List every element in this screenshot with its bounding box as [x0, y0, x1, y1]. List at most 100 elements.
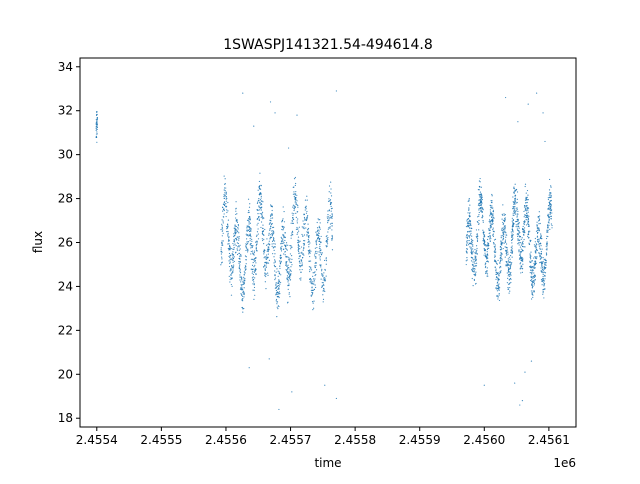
data-point: [275, 282, 277, 284]
x-axis-offset-label: 1e6: [553, 456, 576, 470]
data-point: [536, 225, 538, 227]
data-point: [489, 224, 492, 227]
data-point: [493, 256, 496, 258]
data-point: [533, 264, 535, 266]
data-point: [320, 278, 322, 280]
data-point: [516, 228, 518, 230]
data-point: [325, 258, 327, 260]
data-point: [250, 236, 252, 238]
data-point: [298, 240, 300, 242]
data-point: [467, 221, 469, 223]
data-point: [551, 224, 553, 227]
data-point: [478, 208, 480, 210]
data-point: [483, 254, 485, 256]
data-point: [530, 266, 532, 269]
data-point: [264, 249, 266, 251]
data-point: [247, 229, 250, 231]
data-point: [323, 290, 325, 292]
data-point: [236, 249, 239, 251]
data-point: [489, 236, 491, 238]
data-point: [237, 227, 239, 229]
data-point: [96, 120, 98, 122]
data-point: [278, 287, 280, 289]
data-point: [251, 252, 254, 254]
data-point: [292, 204, 295, 206]
data-point: [297, 218, 299, 220]
data-point: [232, 242, 234, 245]
data-point: [527, 209, 529, 211]
data-point: [312, 283, 314, 285]
data-point: [512, 219, 514, 221]
data-point: [466, 240, 468, 242]
data-point: [491, 195, 493, 197]
data-point: [310, 279, 313, 281]
data-point: [492, 227, 494, 229]
data-point: [540, 278, 543, 281]
data-point: [539, 215, 541, 217]
data-point: [469, 221, 471, 223]
data-point: [468, 237, 471, 239]
data-point: [255, 262, 257, 264]
data-point: [481, 217, 483, 219]
data-point: [225, 215, 227, 218]
data-point: [526, 212, 528, 215]
data-point: [514, 202, 516, 205]
data-point: [229, 269, 232, 271]
data-point: [470, 238, 472, 240]
data-point: [550, 215, 552, 217]
data-point: [300, 271, 302, 273]
data-point: [475, 262, 478, 264]
data-point: [471, 252, 473, 254]
data-point: [286, 265, 288, 267]
data-point: [469, 220, 472, 222]
data-point: [294, 194, 296, 196]
data-point: [507, 275, 509, 277]
data-point: [504, 229, 506, 231]
data-point: [289, 253, 292, 255]
data-point: [527, 211, 529, 213]
data-point: [474, 262, 476, 265]
data-point: [290, 270, 292, 272]
data-point: [310, 295, 312, 297]
data-point: [330, 205, 332, 208]
data-point: [258, 198, 260, 200]
data-point: [511, 225, 514, 227]
data-point: [504, 218, 506, 220]
data-point: [494, 260, 497, 263]
data-point: [95, 119, 97, 121]
data-point: [259, 199, 262, 201]
data-point: [256, 209, 258, 211]
data-point: [304, 199, 307, 201]
data-point: [268, 240, 270, 242]
data-point: [467, 230, 469, 233]
data-point: [466, 248, 468, 250]
data-point: [96, 141, 98, 143]
data-point: [327, 222, 329, 224]
data-point: [475, 271, 477, 273]
data-point: [519, 263, 521, 265]
data-point: [538, 252, 541, 254]
data-point: [315, 251, 317, 253]
data-point: [473, 270, 475, 272]
data-point: [509, 258, 511, 260]
data-point: [298, 226, 300, 228]
data-point: [241, 294, 243, 296]
data-point: [523, 238, 525, 241]
data-point: [310, 250, 312, 252]
data-point: [282, 248, 285, 251]
data-point: [545, 254, 548, 256]
data-point: [514, 200, 517, 202]
data-point: [244, 269, 246, 271]
data-point: [536, 236, 539, 238]
data-point: [550, 194, 552, 196]
data-point: [243, 292, 245, 294]
data-point: [239, 288, 242, 290]
data-point: [240, 255, 242, 257]
data-point: [319, 243, 321, 245]
data-point: [296, 114, 298, 116]
data-point: [320, 253, 323, 255]
data-point: [299, 265, 301, 267]
data-point: [516, 208, 518, 211]
data-point: [313, 283, 315, 285]
data-point: [310, 279, 312, 281]
